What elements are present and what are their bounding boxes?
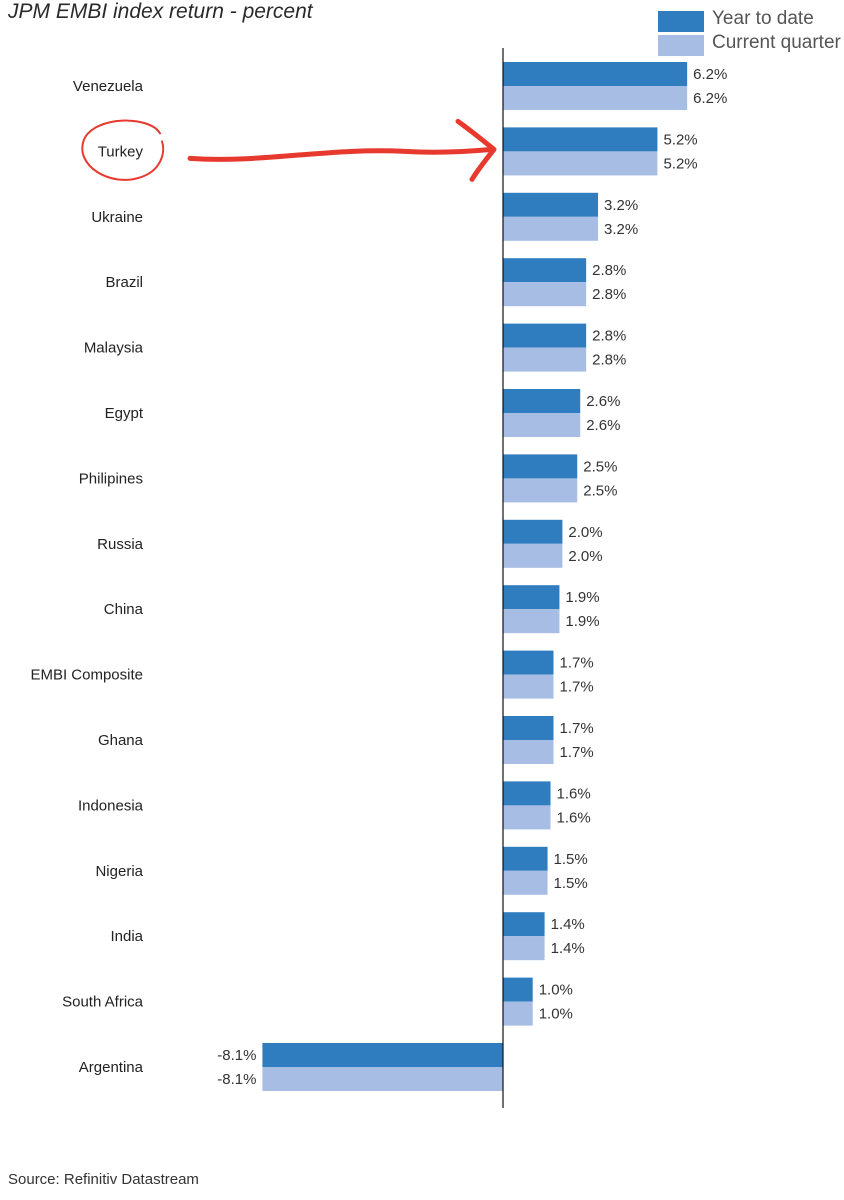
data-label-argentina-quarter: -8.1% bbox=[217, 1071, 256, 1088]
bar-venezuela-ytd bbox=[503, 62, 688, 86]
chart-title: JPM EMBI index return - percent bbox=[8, 0, 313, 23]
category-label-south-africa: South Africa bbox=[62, 994, 144, 1011]
data-label-malaysia-ytd: 2.8% bbox=[592, 328, 626, 345]
data-label-argentina-ytd: -8.1% bbox=[217, 1047, 256, 1064]
bar-nigeria-quarter bbox=[503, 870, 548, 895]
bar-china-quarter bbox=[503, 609, 560, 634]
data-label-embi-composite-quarter: 1.7% bbox=[559, 679, 593, 696]
bar-ghana-quarter bbox=[503, 740, 554, 764]
category-label-nigeria: Nigeria bbox=[95, 863, 143, 880]
bar-south-africa-quarter bbox=[503, 1001, 533, 1026]
bar-ghana-ytd bbox=[503, 716, 554, 740]
category-label-russia: Russia bbox=[97, 536, 144, 553]
data-label-nigeria-quarter: 1.5% bbox=[554, 875, 588, 892]
data-label-ghana-quarter: 1.7% bbox=[559, 744, 593, 761]
bar-argentina-quarter bbox=[262, 1067, 503, 1091]
category-label-india: India bbox=[110, 928, 143, 945]
data-label-ukraine-quarter: 3.2% bbox=[604, 221, 638, 238]
category-label-venezuela: Venezuela bbox=[73, 78, 144, 95]
bar-indonesia-quarter bbox=[503, 805, 551, 830]
legend-label-quarter: Current quarter bbox=[712, 32, 841, 53]
data-label-philipines-ytd: 2.5% bbox=[583, 458, 617, 475]
data-label-south-africa-ytd: 1.0% bbox=[539, 982, 573, 999]
data-label-russia-quarter: 2.0% bbox=[568, 548, 602, 565]
bar-embi-composite-ytd bbox=[503, 650, 554, 675]
data-label-ghana-ytd: 1.7% bbox=[559, 720, 593, 737]
bar-brazil-ytd bbox=[503, 258, 587, 283]
bar-india-quarter bbox=[503, 936, 545, 961]
category-label-ukraine: Ukraine bbox=[91, 209, 143, 226]
source-note: Source: Refinitiv Datastream bbox=[8, 1171, 199, 1188]
bar-russia-ytd bbox=[503, 519, 563, 544]
data-label-embi-composite-ytd: 1.7% bbox=[559, 655, 593, 672]
category-label-argentina: Argentina bbox=[79, 1059, 144, 1076]
bar-philipines-ytd bbox=[503, 454, 578, 479]
data-label-russia-ytd: 2.0% bbox=[568, 524, 602, 541]
data-label-egypt-ytd: 2.6% bbox=[586, 393, 620, 410]
data-label-turkey-quarter: 5.2% bbox=[663, 155, 697, 172]
data-label-india-quarter: 1.4% bbox=[551, 940, 585, 957]
data-label-indonesia-quarter: 1.6% bbox=[557, 809, 591, 826]
data-label-ukraine-ytd: 3.2% bbox=[604, 197, 638, 214]
data-label-china-ytd: 1.9% bbox=[565, 589, 599, 606]
data-label-venezuela-quarter: 6.2% bbox=[693, 90, 727, 107]
bar-ukraine-ytd bbox=[503, 192, 599, 217]
bar-china-ytd bbox=[503, 585, 560, 610]
bar-turkey-ytd bbox=[503, 127, 658, 152]
data-label-philipines-quarter: 2.5% bbox=[583, 482, 617, 499]
data-label-malaysia-quarter: 2.8% bbox=[592, 352, 626, 369]
data-label-china-quarter: 1.9% bbox=[565, 613, 599, 630]
data-label-turkey-ytd: 5.2% bbox=[663, 131, 697, 148]
bar-venezuela-quarter bbox=[503, 86, 688, 110]
bar-russia-quarter bbox=[503, 543, 563, 568]
category-label-china: China bbox=[104, 601, 144, 618]
bar-malaysia-ytd bbox=[503, 323, 587, 348]
data-label-venezuela-ytd: 6.2% bbox=[693, 66, 727, 83]
category-label-egypt: Egypt bbox=[105, 405, 144, 422]
bar-malaysia-quarter bbox=[503, 347, 587, 372]
data-label-egypt-quarter: 2.6% bbox=[586, 417, 620, 434]
legend-swatch-quarter bbox=[658, 35, 704, 56]
bar-chart: Venezuela 6.2% 6.2% Turkey 5.2% 5.2% Ukraine 3.… bbox=[30, 48, 727, 1108]
legend-swatch-ytd bbox=[658, 11, 704, 32]
data-label-india-ytd: 1.4% bbox=[551, 916, 585, 933]
category-label-brazil: Brazil bbox=[105, 274, 143, 291]
bar-embi-composite-quarter bbox=[503, 674, 554, 699]
annotation-circle bbox=[81, 119, 165, 181]
category-label-turkey: Turkey bbox=[98, 143, 144, 160]
data-label-south-africa-quarter: 1.0% bbox=[539, 1006, 573, 1023]
bar-indonesia-ytd bbox=[503, 781, 551, 806]
annotation-arrow-shaft bbox=[187, 146, 495, 162]
legend-label-ytd: Year to date bbox=[712, 8, 814, 29]
data-label-brazil-ytd: 2.8% bbox=[592, 262, 626, 279]
category-label-ghana: Ghana bbox=[98, 732, 144, 749]
bar-nigeria-ytd bbox=[503, 846, 548, 871]
bar-egypt-ytd bbox=[503, 389, 581, 413]
bar-philipines-quarter bbox=[503, 478, 578, 503]
category-label-embi-composite: EMBI Composite bbox=[30, 667, 143, 684]
annotation-arrow-head bbox=[455, 118, 497, 182]
bar-argentina-ytd bbox=[262, 1043, 503, 1067]
category-label-malaysia: Malaysia bbox=[84, 340, 144, 357]
data-label-indonesia-ytd: 1.6% bbox=[557, 785, 591, 802]
bar-brazil-quarter bbox=[503, 282, 587, 307]
bar-south-africa-ytd bbox=[503, 977, 533, 1002]
bar-ukraine-quarter bbox=[503, 216, 599, 241]
category-label-indonesia: Indonesia bbox=[78, 797, 144, 814]
category-label-philipines: Philipines bbox=[79, 470, 143, 487]
bar-india-ytd bbox=[503, 912, 545, 937]
bar-turkey-quarter bbox=[503, 151, 658, 176]
data-label-nigeria-ytd: 1.5% bbox=[554, 851, 588, 868]
data-label-brazil-quarter: 2.8% bbox=[592, 286, 626, 303]
bar-egypt-quarter bbox=[503, 413, 581, 437]
